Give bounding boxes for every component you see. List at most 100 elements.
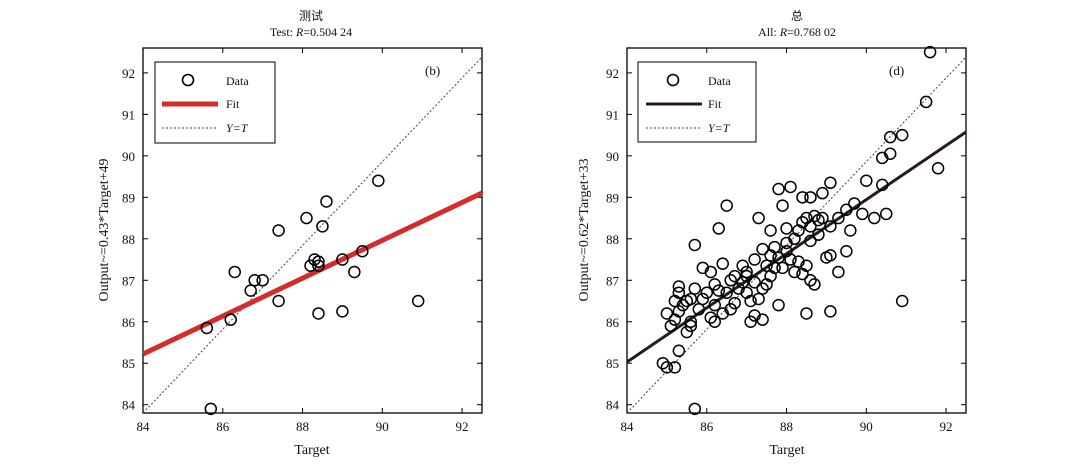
data-point-all-19	[668, 361, 682, 374]
x-tick-label-all-0: 84	[621, 419, 635, 434]
data-point-test-6	[256, 274, 269, 287]
data-point-all-41	[708, 315, 721, 328]
data-point-all-13	[804, 191, 817, 204]
data-point-all-60	[768, 261, 781, 275]
data-point-all-67	[784, 253, 797, 266]
data-point-all-93	[804, 274, 817, 287]
data-point-test-4	[244, 284, 257, 297]
data-point-all-38	[708, 278, 721, 291]
data-point-all-65	[776, 261, 789, 275]
data-point-all-51	[744, 294, 757, 308]
y-tick-label-all-7: 91	[606, 107, 619, 122]
y-tick-label-all-2: 86	[606, 315, 620, 330]
data-point-all-98	[704, 311, 718, 324]
legend-label-fit-all: Fit	[708, 97, 722, 111]
data-point-all-33	[680, 325, 694, 339]
data-point-all-74	[804, 234, 817, 248]
data-points-test	[200, 174, 425, 416]
y-tick-label-test-3: 87	[122, 273, 136, 288]
data-point-all-17	[688, 402, 702, 416]
data-point-all-84	[796, 267, 809, 281]
data-point-all-5	[883, 147, 897, 161]
y-tick-label-test-0: 84	[122, 398, 136, 413]
y-tick-label-all-8: 92	[606, 66, 619, 81]
data-point-all-46	[728, 296, 741, 310]
data-point-all-40	[708, 298, 721, 312]
x-tick-label-all-4: 92	[940, 419, 953, 434]
legend-test: Data Fit Y=T	[154, 61, 276, 144]
data-point-all-15	[784, 180, 797, 194]
legend-label-yt-test: Y=T	[226, 121, 249, 135]
legend-label-data-test: Data	[226, 74, 249, 88]
panel-all: 总 All: R=0.768 02 84 86 88 90 92 84 85 86 87 88 89…	[577, 9, 967, 458]
data-point-all-3	[883, 130, 897, 144]
data-point-all-83	[792, 255, 805, 268]
x-tick-label-test-4: 92	[456, 419, 469, 434]
x-tick-label-all-2: 88	[780, 419, 793, 434]
data-point-all-87	[832, 265, 845, 279]
legend-all: Data Fit Y=T	[637, 61, 757, 143]
title-test: 测试	[299, 8, 323, 23]
data-point-test-17	[336, 253, 349, 266]
data-point-test-9	[300, 211, 313, 225]
data-point-test-14	[312, 307, 325, 320]
data-point-all-104	[740, 265, 753, 279]
data-point-all-78	[816, 211, 829, 225]
y-tick-label-all-3: 87	[606, 273, 620, 288]
data-point-all-43	[720, 286, 733, 299]
data-point-all-32	[684, 315, 698, 328]
data-point-all-62	[756, 242, 769, 256]
data-point-all-90	[840, 203, 853, 217]
r-symbol-test: R	[295, 25, 304, 39]
fit-line-test	[141, 190, 484, 357]
data-point-all-24	[672, 305, 686, 318]
data-point-test-1	[200, 321, 214, 335]
data-point-all-89	[844, 224, 857, 237]
data-point-all-35	[700, 286, 714, 299]
data-point-test-7	[272, 294, 285, 308]
data-point-all-52	[744, 315, 757, 328]
legend-box-all	[637, 61, 757, 143]
data-point-all-30	[688, 282, 702, 295]
subtitle-prefix-all: All:	[758, 25, 780, 39]
x-tick-label-test-3: 90	[376, 419, 389, 434]
data-point-test-8	[272, 224, 285, 237]
data-point-all-94	[808, 278, 821, 291]
data-point-test-5	[248, 274, 261, 287]
data-point-all-75	[812, 228, 825, 241]
data-point-all-97	[712, 222, 725, 235]
data-point-all-95	[748, 253, 761, 266]
data-point-test-13	[312, 255, 325, 268]
data-point-all-64	[772, 251, 785, 264]
data-point-all-20	[672, 344, 686, 358]
legend-label-fit-test: Fit	[226, 97, 240, 111]
data-point-all-113	[748, 276, 761, 289]
y-tick-label-test-5: 89	[122, 190, 135, 205]
xlabel-test: Target	[294, 443, 329, 458]
legend-label-data-all: Data	[708, 74, 731, 88]
y-tick-label-all-1: 85	[606, 356, 619, 371]
data-point-all-2	[895, 128, 909, 142]
y-tick-label-test-8: 92	[122, 66, 135, 81]
legend-label-yt-all: Y=T	[708, 121, 731, 135]
data-point-all-91	[848, 197, 861, 210]
data-point-test-18	[336, 305, 349, 318]
data-point-all-0	[923, 45, 937, 59]
data-point-test-16	[320, 195, 333, 208]
data-point-all-114	[780, 222, 793, 235]
y-tick-label-test-7: 91	[122, 107, 135, 122]
data-point-test-22	[411, 294, 425, 308]
subtitle-test: Test: R=0.504 24	[270, 25, 352, 39]
data-point-test-3	[228, 265, 241, 279]
yt-line-test	[142, 56, 483, 414]
y-tick-label-test-2: 86	[122, 315, 136, 330]
data-point-all-31	[692, 303, 706, 316]
data-point-all-109	[772, 298, 785, 312]
subtitle-prefix-test: Test:	[270, 25, 296, 39]
data-point-all-96	[720, 199, 733, 212]
data-point-all-12	[824, 176, 837, 190]
data-point-all-29	[684, 292, 698, 306]
y-tick-label-all-5: 89	[606, 190, 619, 205]
data-point-test-2	[224, 313, 237, 326]
data-point-all-8	[860, 174, 873, 187]
